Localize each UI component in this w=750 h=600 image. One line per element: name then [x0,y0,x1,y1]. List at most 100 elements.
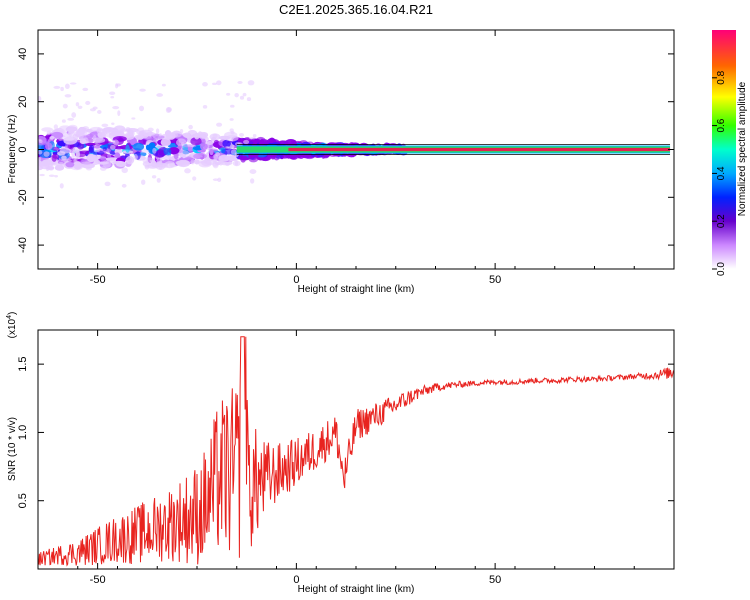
spectrogram-outlier [86,167,92,171]
spectrogram-outlier [239,95,245,100]
spectrogram-outlier [109,91,116,96]
y-tick-label: 1.5 [17,356,29,371]
spectrogram-outlier [193,133,198,138]
x-tick-label: 50 [489,274,501,286]
spectrogram-outlier [111,122,115,125]
colorbar-tick-label: 0.4 [716,166,727,180]
spectrogram-outlier [202,82,208,87]
spectrogram-blob [155,135,165,139]
spectrogram-outlier [78,133,84,140]
spectrogram-outlier [82,87,89,92]
spectrogram-outlier [165,107,172,114]
spectrogram-blob [160,138,171,147]
spectrogram-blob [193,153,207,160]
spectrogram-blob [73,161,82,170]
colorbar-label: Normalized spectral amplitude [737,81,748,216]
spectrogram-blob [103,126,115,133]
spectrogram-outlier [226,92,231,96]
spectrogram-outlier [234,160,239,166]
spectrogram-outlier [239,132,245,137]
snr-y-ticks: 0.5 1.0 1.5 [17,356,674,508]
spectrogram-outlier [217,177,222,182]
spectrogram-outlier [229,118,234,121]
colorbar: 0.0 0.2 0.4 0.6 0.8 Normalized spectral ampl… [712,30,748,276]
spectrogram-outlier [43,151,50,157]
spectrogram-blob [53,124,59,130]
spectrogram-blob [200,143,208,151]
spectrogram-blob [68,127,75,134]
spectrogram-outlier [97,110,102,114]
spectrogram-outlier [115,83,119,89]
spectrogram-blob [61,155,67,161]
spectrogram-blob [93,145,102,149]
spectrogram-outlier [89,108,96,112]
spectrogram-blob [80,161,92,167]
x-tick-label: 0 [293,274,299,286]
snr-y-multiplier-base: (x10 [7,318,18,338]
spectrogram-outlier [38,156,42,162]
y-tick-label: -40 [17,237,29,253]
spectrogram-blob [105,132,118,138]
spectrogram-outlier [49,136,56,140]
spectrogram-outlier [110,96,115,99]
snr-series-line [38,336,674,567]
spectrogram-outlier [156,93,164,97]
spectrogram-outlier [69,82,77,85]
snr-y-multiplier-close: ) [7,312,18,315]
spectrogram-outlier [246,97,252,102]
spectrogram-panel: -50 0 50 40 20 0 -20 -40 Height of straight li… [7,29,675,295]
spectrogram-blob [183,132,190,138]
snr-x-ticks: -50 0 50 [37,330,675,586]
spectrogram-outlier [61,119,66,123]
spectrogram-blob [206,140,214,145]
spectrogram-ridge [236,144,671,155]
spectrogram-outlier [112,139,119,146]
spectrogram-outlier [93,149,101,153]
snr-y-multiplier: (x104) [6,312,18,339]
spectrogram-blob [238,155,248,161]
spectrogram-outlier [138,105,145,112]
spectrogram-blob [59,125,72,131]
spectrogram-outlier [201,136,207,140]
x-tick-label: -50 [90,574,106,586]
spectrogram-outlier [48,174,55,177]
spectrogram-outlier [213,154,219,161]
spectrogram-outlier [82,137,89,143]
spectrogram-blob [115,161,127,167]
spectrogram-outlier [230,149,237,155]
spectrogram-blob [220,148,226,154]
spectrogram-blob [39,163,50,170]
chart-title: C2E1.2025.365.16.04.R21 [279,2,433,17]
spectrogram-blob [190,137,202,146]
spectrogram-outlier [243,139,250,145]
spectrogram-outlier [38,160,42,164]
spectrogram-outlier [156,177,161,183]
snr-y-multiplier-exp: 4 [6,315,13,319]
spectrogram-outlier [121,183,127,188]
spectrogram-outlier [139,131,145,135]
y-tick-label: 40 [17,48,29,60]
spectrogram-blob [105,157,118,161]
spectrogram-blob [284,138,297,147]
spectrogram-blob [113,125,126,133]
spectrogram-blob [142,157,155,164]
spectrogram-outlier [53,85,61,89]
spectrogram-outlier [73,158,77,163]
ridge-core [288,147,671,152]
spectrogram-outlier [59,183,64,189]
spectrogram-blob [125,144,130,153]
spectrogram-outlier [101,123,109,128]
snr-y-label: SNR (10 * v/v) [7,417,18,481]
spectrogram-blob [125,156,135,165]
snr-x-label: Height of straight line (km) [298,584,415,595]
spectrogram-blob [225,135,239,142]
spectrogram-outlier [158,133,162,137]
spectrogram-outlier [72,146,79,153]
spectrogram-blob [85,142,96,147]
spectrogram-blob [100,155,106,161]
spectrogram-outlier [117,110,121,117]
spectrogram-outlier [230,104,235,108]
spectrogram-blob [209,148,214,156]
spectrogram-outlier [64,83,70,90]
